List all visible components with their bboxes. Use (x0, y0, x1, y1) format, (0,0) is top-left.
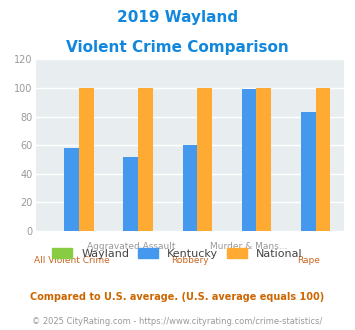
Bar (316, 88, 330, 231)
Text: Aggravated Assault: Aggravated Assault (87, 242, 175, 251)
Bar (242, 89, 256, 231)
Bar (256, 88, 271, 231)
Bar (138, 88, 153, 231)
Bar (64, 148, 79, 231)
Text: Murder & Mans...: Murder & Mans... (211, 242, 288, 251)
Legend: Wayland, Kentucky, National: Wayland, Kentucky, National (48, 244, 307, 263)
Bar (79, 88, 94, 231)
Text: © 2025 CityRating.com - https://www.cityrating.com/crime-statistics/: © 2025 CityRating.com - https://www.city… (32, 317, 323, 326)
Bar (301, 112, 316, 231)
Text: Robbery: Robbery (171, 256, 209, 265)
Text: 2019 Wayland: 2019 Wayland (117, 10, 238, 25)
Text: Violent Crime Comparison: Violent Crime Comparison (66, 40, 289, 54)
Bar (124, 157, 138, 231)
Bar (197, 88, 212, 231)
Bar (182, 145, 197, 231)
Text: Compared to U.S. average. (U.S. average equals 100): Compared to U.S. average. (U.S. average … (31, 292, 324, 302)
Text: Rape: Rape (297, 256, 320, 265)
Text: All Violent Crime: All Violent Crime (34, 256, 110, 265)
